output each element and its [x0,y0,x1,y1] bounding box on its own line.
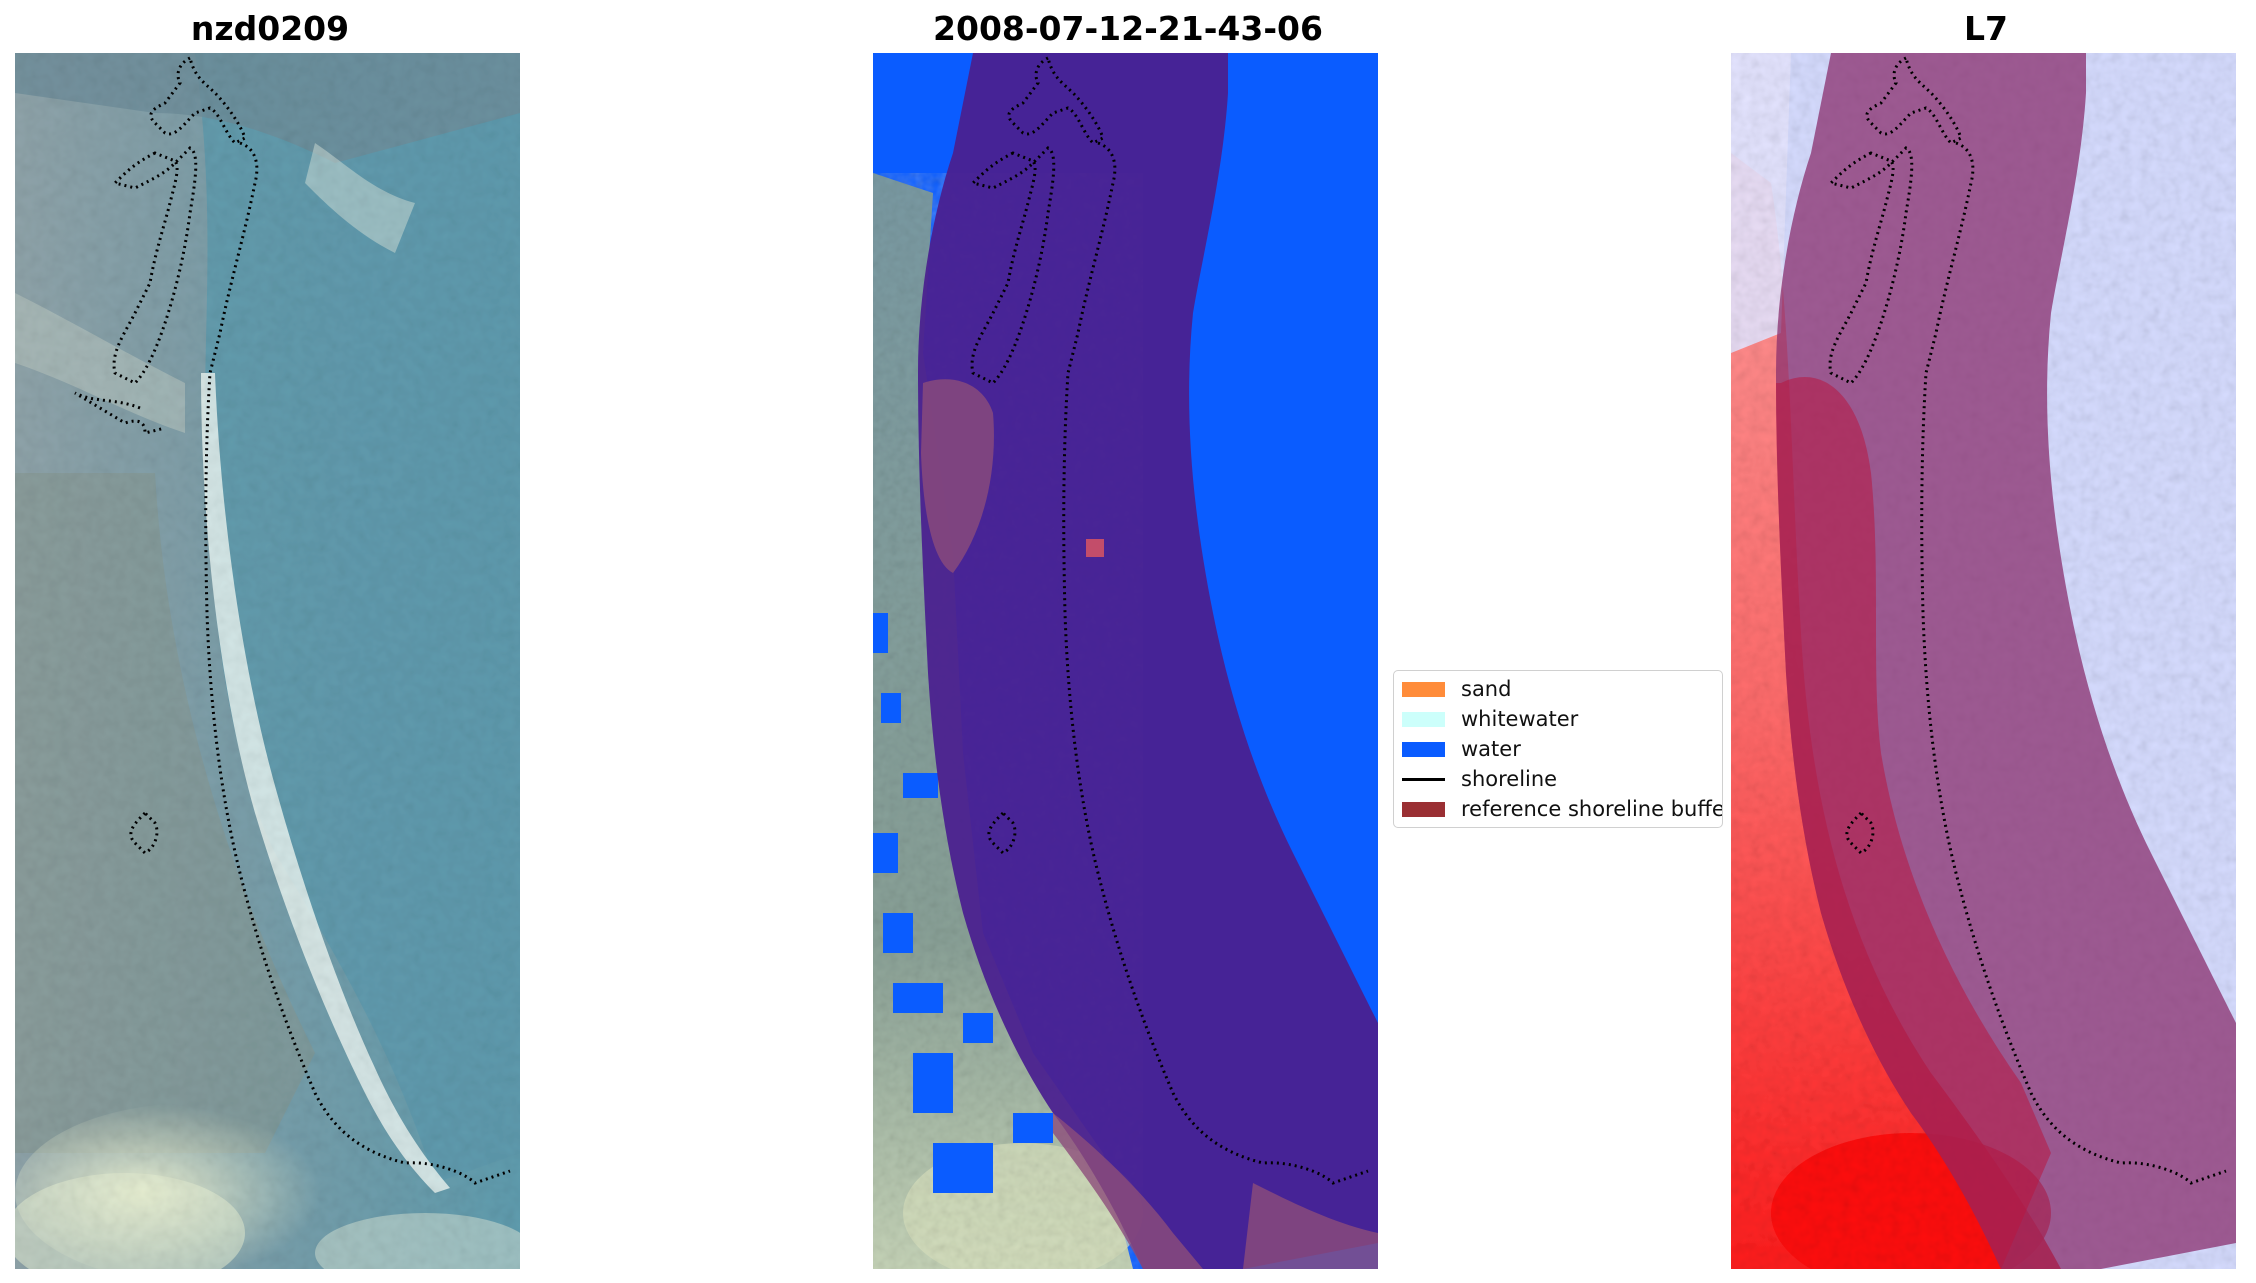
panel-title-rgb: nzd0209 [190,9,350,48]
water-patches [873,613,1053,1193]
classification-image [873,53,1378,1269]
legend-label-sand: sand [1461,677,1512,701]
rgb-satellite-image [15,53,520,1269]
classification-panel [873,53,1378,1269]
panel-title-classification: 2008-07-12-21-43-06 [933,9,1323,48]
rgb-image-panel [15,53,520,1269]
legend-item-shoreline: shoreline [1402,764,1557,794]
sand-pixel [1086,539,1104,557]
shoreline-line-swatch [1402,777,1445,781]
panel-title-index: L7 [1964,9,2008,48]
legend-label-water: water [1461,737,1521,761]
reference-shoreline-buffer [918,53,1378,1269]
index-image [1731,53,2236,1269]
legend-item-buffer: reference shoreline buffer [1402,794,1723,824]
legend-item-water: water [1402,734,1521,764]
index-panel [1731,53,2236,1269]
whitewater-swatch [1402,711,1445,727]
legend-item-whitewater: whitewater [1402,704,1578,734]
shoreline-contour [970,55,1369,1185]
legend-label-whitewater: whitewater [1461,707,1579,731]
legend-label-shoreline: shoreline [1461,767,1558,791]
negative-index-area [1731,153,2061,1269]
shoreline-contour [74,55,511,1185]
legend: sand whitewater water shoreline referenc… [1393,670,1723,828]
water-swatch [1402,741,1445,757]
shoreline-contour [1828,55,2227,1185]
buffer-swatch [1402,801,1445,817]
legend-item-sand: sand [1402,674,1511,704]
sand-swatch [1402,681,1445,697]
legend-label-buffer: reference shoreline buffer [1461,797,1723,821]
